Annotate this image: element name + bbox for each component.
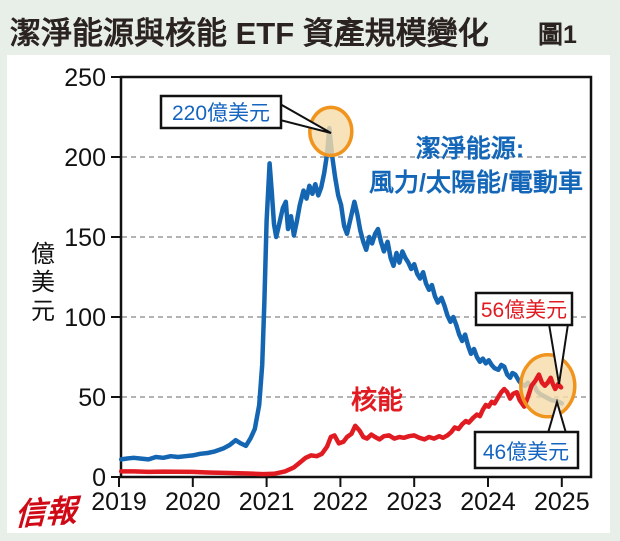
- callout-box-220: [159, 94, 283, 130]
- y-axis-unit-label: 億美元: [31, 241, 55, 325]
- annotation-220: 220億美元: [172, 102, 270, 125]
- x-tick-label-2020: 2020: [165, 488, 221, 516]
- annotation-56: 56億美元: [481, 299, 567, 322]
- clean-energy-label-line1: 潔淨能源:: [416, 134, 524, 163]
- x-tick-label-2022: 2022: [313, 488, 369, 516]
- annotation-46: 46億美元: [483, 441, 569, 464]
- nuclear-label: 核能: [351, 385, 403, 415]
- figure-number-label: 圖1: [538, 21, 577, 49]
- highlight-ring-1: [519, 353, 577, 419]
- clean-energy-line: [118, 125, 565, 462]
- chart-title: 潔淨能源與核能 ETF 資產規模變化: [10, 16, 489, 51]
- highlight-ellipse-strokes: [308, 105, 577, 419]
- y-tick-label-100: 100: [64, 304, 106, 332]
- y-tick-label-0: 0: [92, 464, 106, 492]
- y-tick-label-150: 150: [64, 224, 106, 252]
- callout-box-56: [474, 291, 574, 327]
- x-tick-label-2024: 2024: [460, 488, 516, 516]
- y-tick-label-200: 200: [64, 144, 106, 172]
- y-axis-ticks-group: 250 200 150 100 50 0: [64, 64, 121, 492]
- callout-box-46: [473, 430, 580, 470]
- x-tick-label-2023: 2023: [386, 488, 442, 516]
- x-axis-ticks-group: 2019 2020 2021 2022 2023 2024 2025: [91, 477, 590, 516]
- x-tick-label-2025: 2025: [534, 488, 590, 516]
- highlight-ring-0: [308, 105, 354, 158]
- y-tick-label-250: 250: [64, 64, 106, 92]
- x-tick-label-2019: 2019: [91, 488, 147, 516]
- x-tick-label-2021: 2021: [239, 488, 295, 516]
- plot-border: [119, 75, 593, 479]
- nuclear-line: [118, 372, 564, 477]
- highlight-fill-0: [309, 107, 352, 156]
- y-tick-label-50: 50: [78, 384, 106, 412]
- clean-energy-label-line2: 風力/太陽能/電動車: [369, 168, 583, 197]
